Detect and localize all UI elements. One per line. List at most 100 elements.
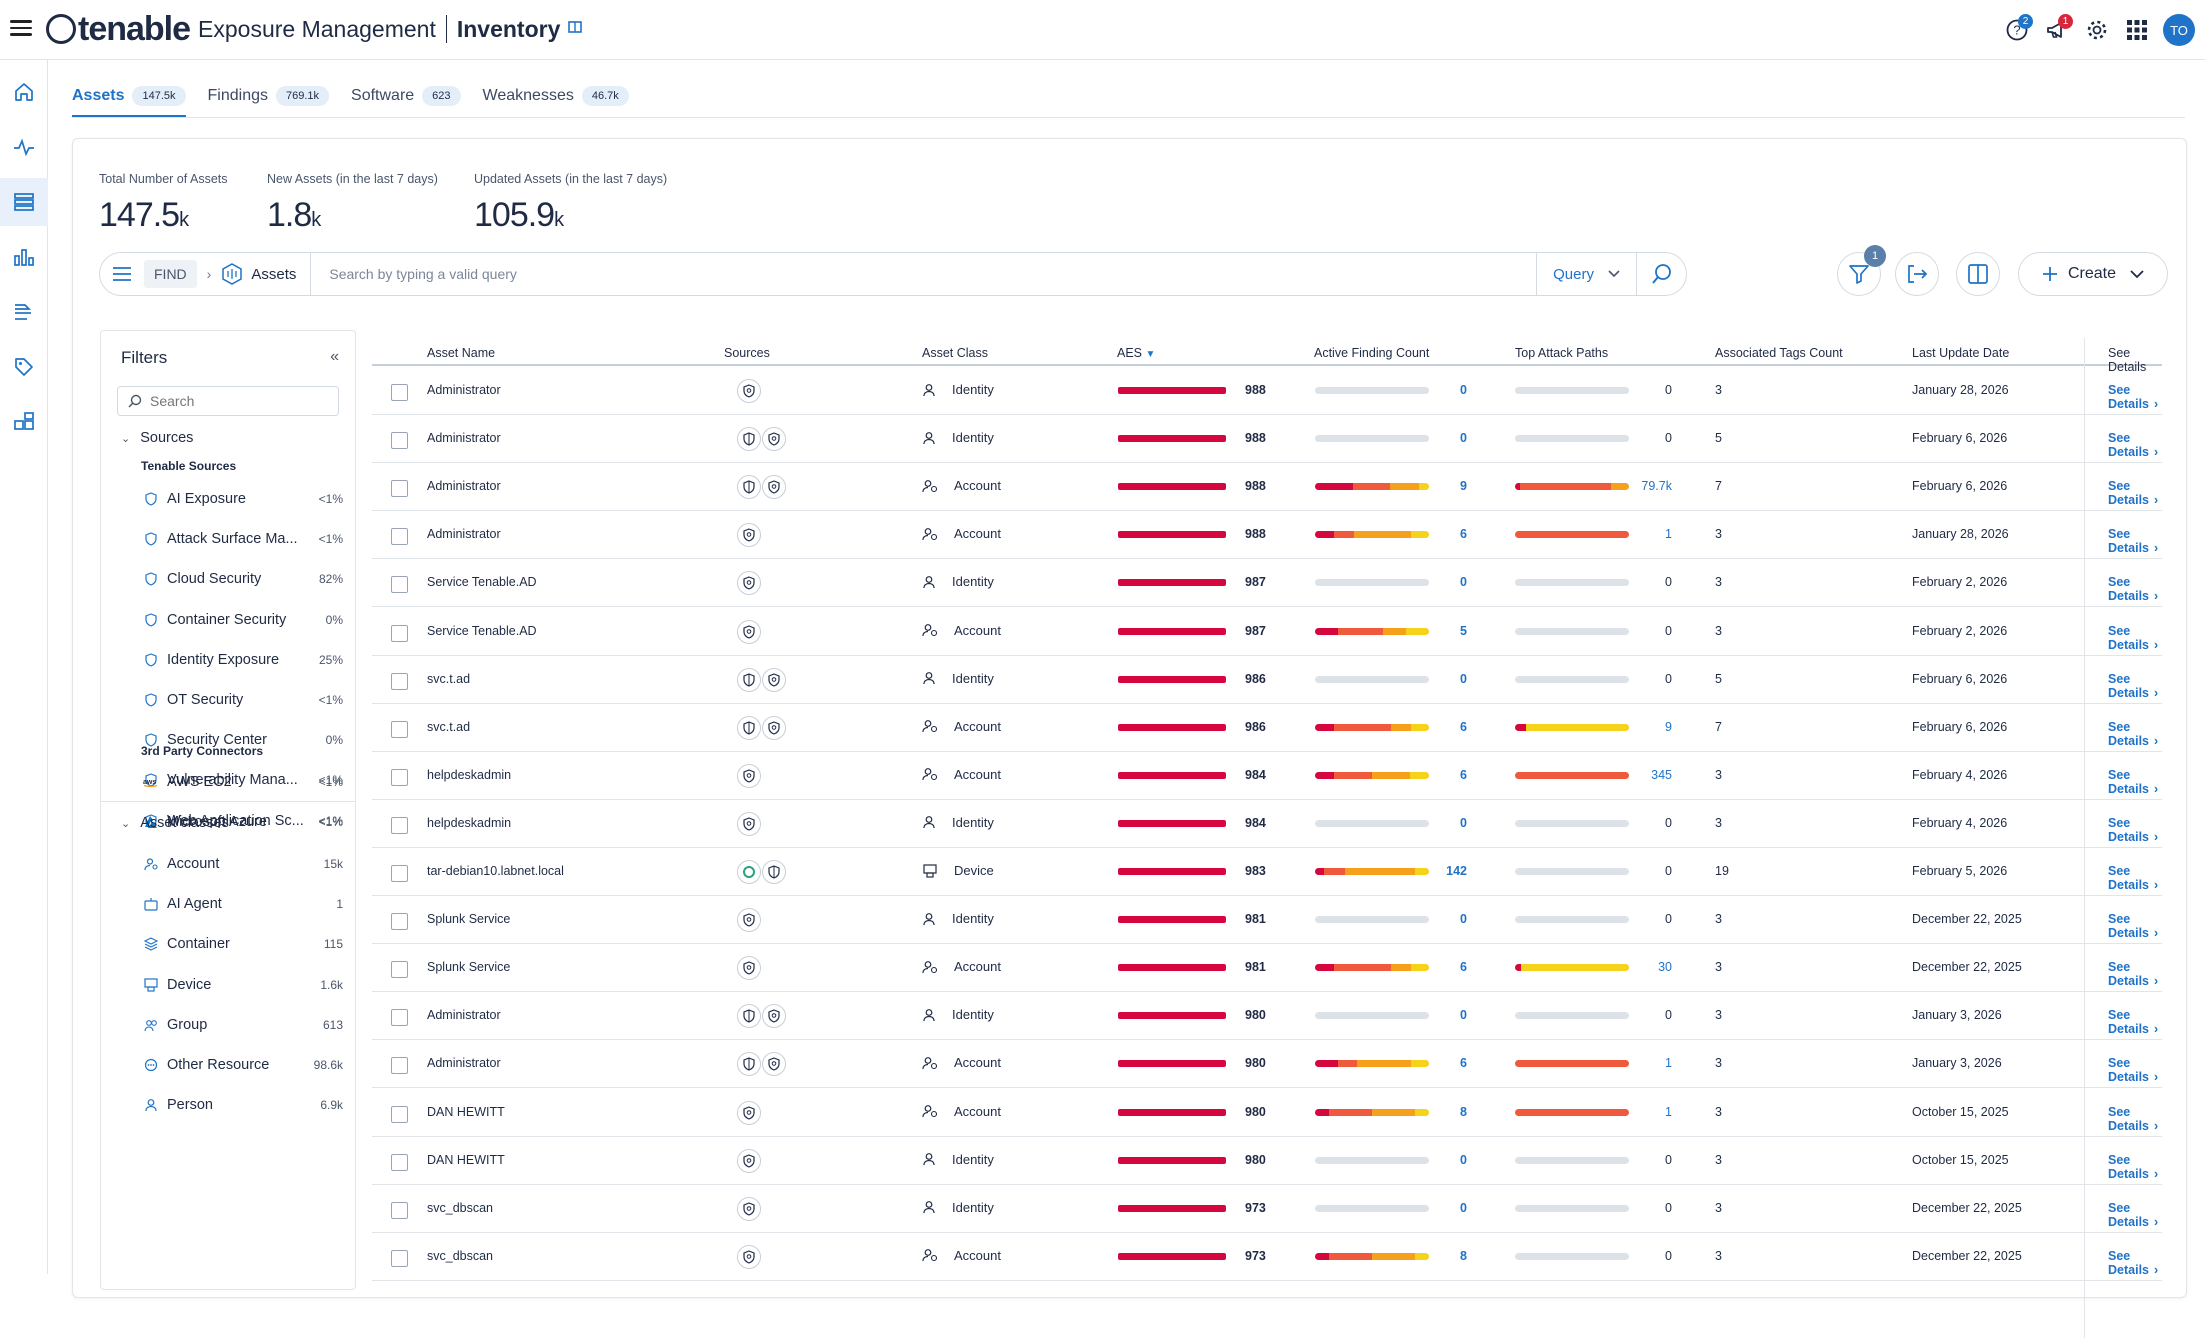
table-row[interactable]: svc.t.ad Account 986 6 9 7 February 6, 2026 See… xyxy=(372,704,2162,752)
col-asset-class[interactable]: Asset Class xyxy=(922,346,988,360)
see-details-link[interactable]: See Details › xyxy=(2108,672,2162,700)
see-details-link[interactable]: See Details › xyxy=(2108,527,2162,555)
see-details-link[interactable]: See Details › xyxy=(2108,479,2162,507)
row-checkbox[interactable] xyxy=(391,1009,408,1027)
asset-name[interactable]: tar-debian10.labnet.local xyxy=(427,864,564,878)
table-row[interactable]: Splunk Service Account 981 6 30 3 December 22,… xyxy=(372,944,2162,993)
asset-name[interactable]: Administrator xyxy=(427,1056,501,1071)
settings-button[interactable] xyxy=(2077,10,2117,50)
table-row[interactable]: tar-debian10.labnet.local Device 983 142 0 19… xyxy=(372,848,2162,896)
top-attack-paths[interactable]: 9 xyxy=(1665,719,1672,734)
top-attack-paths[interactable]: 345 xyxy=(1651,767,1672,782)
filter-item-ai-exposure[interactable]: AI Exposure <1% xyxy=(143,489,343,509)
asset-name[interactable]: svc.t.ad xyxy=(427,719,471,734)
see-details-link[interactable]: See Details › xyxy=(2108,960,2162,988)
see-details-link[interactable]: See Details › xyxy=(2108,1153,2162,1181)
user-avatar[interactable]: TO xyxy=(2163,14,2195,46)
see-details-link[interactable]: See Details › xyxy=(2108,1056,2162,1084)
active-finding-count[interactable]: 0 xyxy=(1460,431,1467,446)
row-checkbox[interactable] xyxy=(391,816,408,834)
tab-weaknesses[interactable]: Weaknesses 46.7k xyxy=(483,76,629,116)
see-details-link[interactable]: See Details › xyxy=(2108,431,2162,459)
filter-item-attack-surface-ma[interactable]: Attack Surface Ma... <1% xyxy=(143,529,343,549)
nav-attack-paths[interactable] xyxy=(0,288,48,336)
row-checkbox[interactable] xyxy=(391,1105,408,1123)
asset-name[interactable]: helpdeskadmin xyxy=(427,815,512,830)
filter-group-sources[interactable]: ⌄ Sources xyxy=(121,430,193,446)
asset-name[interactable]: DAN HEWITT xyxy=(427,1152,505,1167)
tab-software[interactable]: Software 623 xyxy=(351,76,461,116)
asset-name[interactable]: DAN HEWITT xyxy=(427,1104,505,1119)
asset-name[interactable]: Splunk Service xyxy=(427,960,511,975)
row-checkbox[interactable] xyxy=(391,768,408,786)
asset-name[interactable]: Service Tenable.AD xyxy=(427,623,537,638)
asset-name[interactable]: Administrator xyxy=(427,383,501,397)
row-checkbox[interactable] xyxy=(391,480,408,498)
tab-assets[interactable]: Assets 147.5k xyxy=(72,76,186,118)
documentation-icon[interactable] xyxy=(568,20,583,39)
asset-name[interactable]: helpdeskadmin xyxy=(427,767,512,782)
row-checkbox[interactable] xyxy=(391,624,408,642)
active-finding-count[interactable]: 6 xyxy=(1460,1056,1467,1071)
create-button[interactable]: Create xyxy=(2018,252,2168,296)
table-row[interactable]: DAN HEWITT Account 980 8 1 3 October 15, 2025 S… xyxy=(372,1089,2162,1137)
col-associated-tags[interactable]: Associated Tags Count xyxy=(1715,346,1843,360)
filter-item-device[interactable]: Device 1.6k xyxy=(143,975,343,995)
filter-item-microsoft-azure[interactable]: Microsoft Azure <1% xyxy=(143,812,343,832)
filter-item-container[interactable]: Container 115 xyxy=(143,934,343,954)
row-checkbox[interactable] xyxy=(391,384,408,401)
table-row[interactable]: helpdeskadmin Account 984 6 345 3 February 4, … xyxy=(372,752,2162,800)
nav-home[interactable] xyxy=(0,68,48,116)
export-button[interactable] xyxy=(1895,252,1939,296)
active-finding-count[interactable]: 142 xyxy=(1446,864,1467,878)
row-checkbox[interactable] xyxy=(391,1153,408,1171)
asset-name[interactable]: svc_dbscan xyxy=(427,1248,494,1263)
asset-name[interactable]: Service Tenable.AD xyxy=(427,575,537,590)
nav-analytics[interactable] xyxy=(0,233,48,281)
filter-button[interactable]: 1 xyxy=(1837,245,1886,296)
table-row[interactable]: Administrator Account 988 6 1 3 January 28, 20… xyxy=(372,511,2162,560)
filter-item-container-security[interactable]: Container Security 0% xyxy=(143,610,343,630)
query-input[interactable] xyxy=(311,266,1537,282)
entity-selector[interactable]: Assets xyxy=(221,252,312,296)
filter-item-person[interactable]: Person 6.9k xyxy=(143,1095,343,1115)
query-mode-dropdown[interactable]: Query xyxy=(1536,252,1636,296)
see-details-link[interactable]: See Details › xyxy=(2108,816,2162,844)
see-details-link[interactable]: See Details › xyxy=(2108,1201,2162,1229)
col-asset-name[interactable]: Asset Name xyxy=(427,346,496,360)
top-attack-paths[interactable]: 30 xyxy=(1658,960,1672,975)
nav-integrations[interactable] xyxy=(0,398,48,446)
see-details-link[interactable]: See Details › xyxy=(2108,1105,2162,1133)
tab-findings[interactable]: Findings 769.1k xyxy=(208,76,330,116)
asset-name[interactable]: svc_dbscan xyxy=(427,1200,494,1215)
active-finding-count[interactable]: 0 xyxy=(1460,815,1467,830)
active-finding-count[interactable]: 6 xyxy=(1460,960,1467,975)
top-attack-paths[interactable]: 79.7k xyxy=(1641,479,1672,494)
row-checkbox[interactable] xyxy=(391,672,408,690)
filter-item-account[interactable]: Account 15k xyxy=(143,854,343,874)
help-button[interactable]: ? 2 xyxy=(1997,10,2037,50)
see-details-link[interactable]: See Details › xyxy=(2108,1008,2162,1036)
active-finding-count[interactable]: 8 xyxy=(1460,1248,1467,1263)
query-menu-button[interactable] xyxy=(100,252,144,296)
row-checkbox[interactable] xyxy=(391,1201,408,1219)
active-finding-count[interactable]: 8 xyxy=(1460,1104,1467,1119)
filter-item-security-center[interactable]: Security Center 0% xyxy=(143,730,343,750)
asset-name[interactable]: Administrator xyxy=(427,479,501,494)
row-checkbox[interactable] xyxy=(391,961,408,979)
col-active-finding-count[interactable]: Active Finding Count xyxy=(1314,346,1430,360)
table-row[interactable]: Administrator Identity 988 0 0 3 January 28, 2… xyxy=(372,367,2162,415)
table-row[interactable]: DAN HEWITT Identity 980 0 0 3 October 15, 2025… xyxy=(372,1137,2162,1185)
active-finding-count[interactable]: 0 xyxy=(1460,1200,1467,1215)
active-finding-count[interactable]: 0 xyxy=(1460,1008,1467,1023)
table-row[interactable]: Administrator Account 980 6 1 3 January 3, 202… xyxy=(372,1040,2162,1089)
see-details-link[interactable]: See Details › xyxy=(2108,1249,2162,1277)
filter-item-ai-agent[interactable]: AI Agent 1 xyxy=(143,894,343,914)
table-row[interactable]: helpdeskadmin Identity 984 0 0 3 February 4, 2… xyxy=(372,800,2162,848)
filter-search[interactable] xyxy=(117,386,339,416)
announcements-button[interactable]: 1 xyxy=(2037,10,2077,50)
filter-item-group[interactable]: Group 613 xyxy=(143,1015,343,1035)
row-checkbox[interactable] xyxy=(391,528,408,546)
app-switcher-button[interactable] xyxy=(2117,10,2157,50)
filter-search-input[interactable] xyxy=(150,393,330,409)
